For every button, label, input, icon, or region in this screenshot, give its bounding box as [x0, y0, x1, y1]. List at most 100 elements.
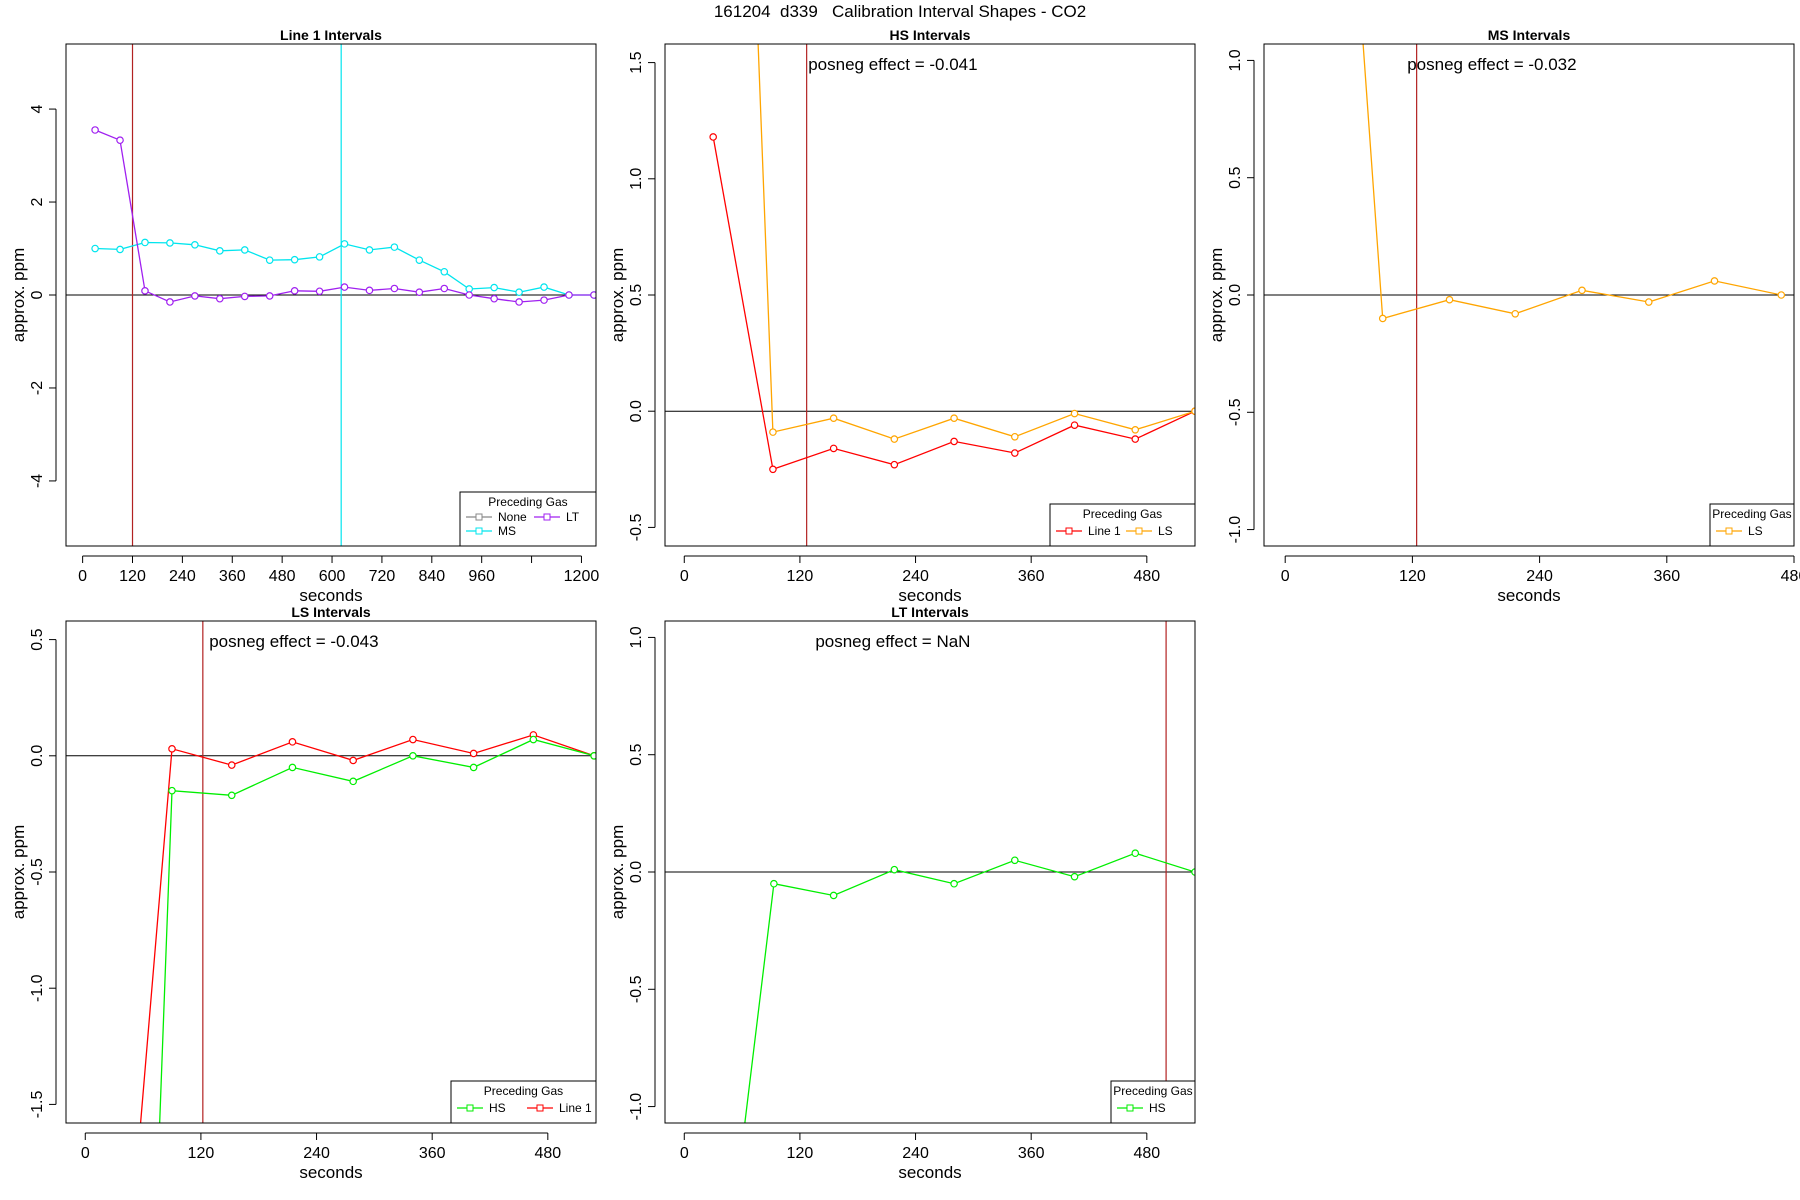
legend-marker: [1065, 527, 1073, 535]
legend-entry: HS: [457, 1101, 506, 1115]
data-point: [1070, 872, 1079, 881]
y-tick-label: -0.5: [29, 858, 46, 886]
data-point: [365, 286, 374, 295]
data-point: [116, 136, 124, 145]
data-point: [829, 891, 838, 900]
data-point: [141, 238, 149, 247]
y-tick-label: -1.0: [29, 974, 46, 1002]
legend-box: [459, 491, 597, 547]
panel-title: LT Intervals: [891, 604, 969, 620]
x-tick-label: 120: [787, 568, 814, 585]
x-tick-label: 600: [319, 568, 346, 585]
data-point: [168, 786, 176, 795]
y-axis: -0.5 0.0 0.5 1.0 1.5 approx. ppm: [608, 51, 656, 541]
plot-area: [66, 44, 596, 546]
y-axis: -1.0 -0.5 0.0 0.5 1.0 approx. ppm: [608, 626, 656, 1120]
legend-label: Line 1: [1088, 524, 1121, 538]
data-point: [529, 735, 538, 744]
x-axis-label: seconds: [898, 586, 961, 605]
data-point: [340, 283, 349, 291]
legend-title: Preceding Gas: [1712, 507, 1791, 521]
data-point: [1070, 421, 1079, 429]
data-point: [540, 296, 548, 304]
legend-box: [450, 1080, 597, 1124]
legend-box: [1110, 1080, 1196, 1124]
x-axis: 0 120 240 360 480 seconds: [680, 555, 1160, 605]
panel-title: MS Intervals: [1488, 27, 1571, 43]
series-line: [757, 44, 1195, 440]
x-tick-label: 120: [1399, 568, 1426, 585]
x-tick-label: 360: [1018, 568, 1045, 585]
legend-entry: HS: [1117, 1101, 1166, 1115]
data-point: [741, 1127, 747, 1133]
y-axis-label: approx. ppm: [608, 248, 627, 343]
x-axis: 0 120 240 360 480 seconds: [680, 1132, 1160, 1182]
data-point: [490, 283, 498, 292]
legend-entry: LT: [534, 510, 580, 524]
data-point: [409, 751, 417, 760]
x-tick-label: 0: [81, 1145, 90, 1162]
x-tick-label: 480: [1133, 1145, 1160, 1162]
x-tick-label: 480: [269, 568, 296, 585]
data-point: [469, 749, 478, 758]
data-point: [166, 298, 174, 306]
legend-marker: [543, 513, 551, 521]
x-tick-label: 1200: [564, 568, 600, 585]
series-ls: [1362, 44, 1786, 323]
panel-title: Line 1 Intervals: [280, 27, 382, 43]
data-point: [265, 256, 274, 264]
series-line-1: [139, 731, 596, 1123]
y-axis: -1.5 -1.0 -0.5 0.0 0.5 approx. ppm: [9, 628, 57, 1118]
x-tick-label: 480: [1781, 568, 1800, 585]
y-tick-label: 1.0: [628, 626, 645, 648]
series-hs: [741, 849, 1195, 1133]
y-axis-label: approx. ppm: [1207, 248, 1226, 343]
page-title: 161204 d339 Calibration Interval Shapes …: [713, 2, 1087, 21]
data-point: [1131, 425, 1140, 434]
plot-area: [66, 621, 596, 1123]
series-lt: [91, 126, 596, 306]
legend-marker: [475, 527, 483, 535]
x-tick-label: 240: [303, 1145, 330, 1162]
panel-4: LS Intervals 0 120 240 360 480 seconds -1.5 -1.0…: [9, 604, 597, 1182]
x-axis-label: seconds: [299, 586, 362, 605]
series-ls: [754, 25, 1195, 443]
data-point: [440, 284, 449, 293]
data-point: [890, 865, 899, 874]
data-point: [1191, 868, 1195, 876]
plot-frame: [65, 620, 597, 1124]
x-axis: 0 120 240 360 480 seconds: [81, 1132, 561, 1182]
data-point: [515, 288, 523, 297]
legend-label: HS: [1149, 1101, 1166, 1115]
data-point: [349, 756, 357, 765]
plot-frame: [664, 43, 1196, 547]
legend-marker: [475, 513, 483, 521]
data-point: [91, 244, 99, 253]
panel-2: HS Intervals 0 120 240 360 480 seconds -0.5 0.0 0…: [608, 25, 1196, 605]
data-point: [440, 267, 449, 276]
data-point: [540, 283, 548, 291]
data-point: [191, 241, 199, 249]
y-tick-label: 2: [29, 197, 46, 206]
panel-5: LT Intervals 0 120 240 360 480 seconds -1.0 -0.5…: [608, 604, 1196, 1182]
data-point: [265, 292, 274, 300]
x-axis: 0 120 240 360 480 600 720 840 960 1200 seconds: [78, 555, 600, 605]
data-point: [754, 25, 760, 31]
y-tick-label: 0.5: [1227, 166, 1244, 188]
data-point: [769, 428, 777, 436]
x-tick-label: 480: [1133, 568, 1160, 585]
data-point: [1010, 432, 1019, 441]
legend-marker: [466, 1104, 474, 1112]
data-point: [288, 738, 297, 746]
x-tick-label: 720: [369, 568, 396, 585]
data-point: [829, 444, 838, 453]
data-point: [515, 298, 523, 306]
legend: Preceding Gas HS: [1110, 1080, 1196, 1124]
data-point: [349, 777, 357, 786]
y-tick-label: 1.0: [628, 168, 645, 190]
x-axis-label: seconds: [1497, 586, 1560, 605]
data-point: [590, 291, 596, 299]
legend-label: None: [498, 510, 527, 524]
data-point: [216, 247, 224, 255]
panel-3: MS Intervals 0 120 240 360 480 seconds -1.0 -0.5…: [1207, 27, 1800, 605]
